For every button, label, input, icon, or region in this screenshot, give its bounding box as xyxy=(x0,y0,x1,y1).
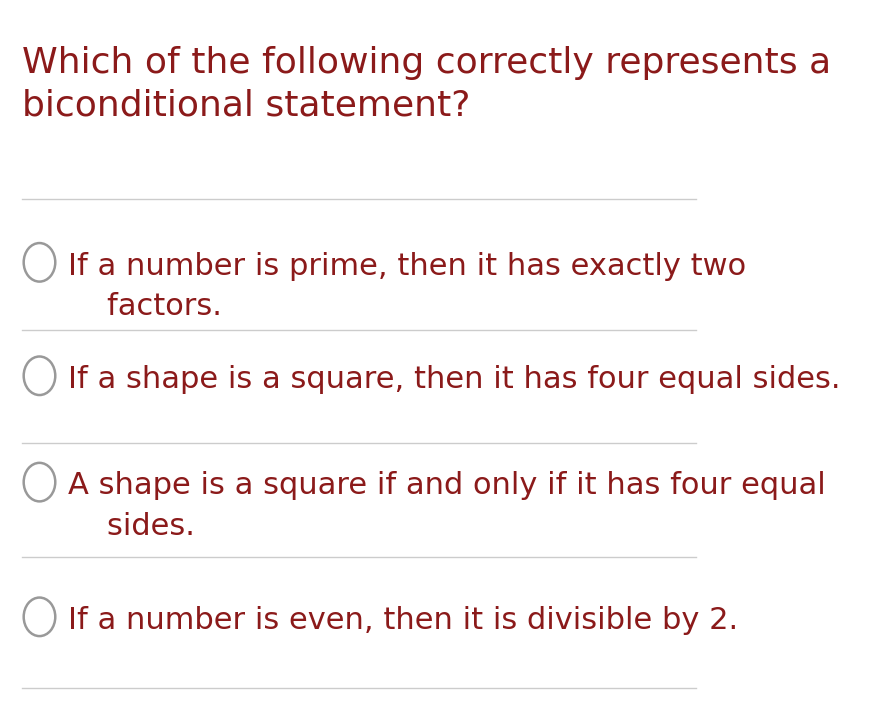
Text: If a shape is a square, then it has four equal sides.: If a shape is a square, then it has four… xyxy=(68,365,841,394)
Text: If a number is prime, then it has exactly two
    factors.: If a number is prime, then it has exactl… xyxy=(68,252,746,321)
Text: Which of the following correctly represents a: Which of the following correctly represe… xyxy=(22,46,830,80)
Text: biconditional statement?: biconditional statement? xyxy=(22,89,470,123)
Text: If a number is even, then it is divisible by 2.: If a number is even, then it is divisibl… xyxy=(68,606,738,635)
Text: A shape is a square if and only if it has four equal
    sides.: A shape is a square if and only if it ha… xyxy=(68,471,826,541)
